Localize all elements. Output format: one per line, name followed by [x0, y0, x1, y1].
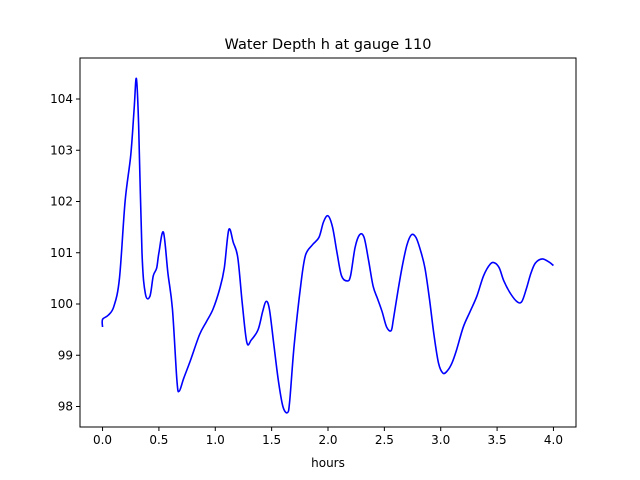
x-tick-label: 2.5	[375, 433, 394, 447]
x-tick-label: 3.0	[431, 433, 450, 447]
x-tick-label: 4.0	[544, 433, 563, 447]
y-tick-label: 100	[50, 297, 73, 311]
x-tick-label: 1.5	[262, 433, 281, 447]
axis-ticks	[76, 98, 554, 431]
plot-area	[80, 58, 576, 427]
x-tick-label: 1.0	[206, 433, 225, 447]
axis-tick-labels: 0.0 0.5 1.0 1.5 2.0 2.5 3.0 3.5 4.0 98 99 100 101 102…	[50, 92, 563, 447]
x-tick-label: 2.0	[318, 433, 337, 447]
x-tick-label: 3.5	[488, 433, 507, 447]
y-tick-label: 104	[50, 92, 73, 106]
water-depth-line	[101, 77, 554, 414]
x-tick-label: 0.5	[149, 433, 168, 447]
x-axis-label: hours	[311, 456, 345, 470]
plot-frame	[79, 57, 577, 428]
x-tick-label: 0.0	[93, 433, 112, 447]
y-tick-label: 99	[58, 348, 73, 362]
chart-title: Water Depth h at gauge 110	[225, 37, 432, 53]
y-tick-label: 98	[58, 400, 73, 414]
y-tick-label: 101	[50, 246, 73, 260]
y-tick-label: 103	[50, 143, 73, 157]
y-tick-label: 102	[50, 195, 73, 209]
